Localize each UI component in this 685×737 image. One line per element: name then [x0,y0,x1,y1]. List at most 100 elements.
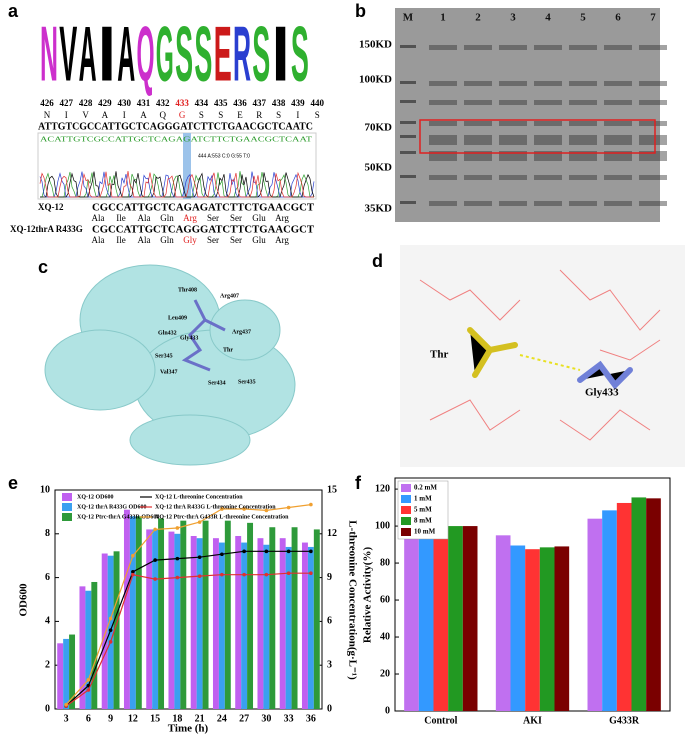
band [604,135,632,145]
point [86,683,91,688]
y2-tick-label: 0 [327,703,332,714]
logo-letter: A [117,10,135,98]
y2-tick-label: 9 [327,572,332,583]
band [604,175,632,180]
y-tick-label: 120 [375,483,390,494]
lane-label: 6 [615,12,621,24]
band [400,45,416,48]
band [429,201,457,206]
y2-tick-label: 6 [327,616,332,627]
band [429,175,457,180]
point [264,572,269,577]
position: 438 [272,98,286,108]
bar [257,538,264,709]
bar [587,518,603,711]
band [429,135,457,145]
y2-tick-label: 12 [327,528,337,539]
point [309,571,313,576]
residue: E [237,110,243,120]
legend-label: XQ-12 thrA R433G OD600 [77,504,147,510]
band [464,175,492,180]
residue-label: Gly433 [180,335,198,341]
bar [158,518,165,709]
band [429,121,457,126]
band [639,175,667,180]
position: 435 [214,98,228,108]
bar [91,581,98,709]
amino-acid: Ser [230,213,242,223]
logo-letter: Q [137,10,155,98]
logo-letter: S [194,10,212,98]
residue: S [315,110,320,120]
bar [218,542,225,709]
lane-label: M [403,12,414,24]
strain-label: XQ-12thrA R433G [10,224,83,234]
residue-label: Thr [223,347,233,353]
lane-label: 2 [475,12,481,24]
point [286,505,291,510]
amino-acid: Ala [92,235,105,245]
bar [525,549,540,711]
band [464,201,492,206]
bar [180,520,187,709]
point [220,507,224,511]
band [569,151,597,161]
legend-swatch [62,513,72,521]
bar [202,520,209,709]
binding-site [400,245,685,467]
bar [616,502,632,711]
band [464,151,492,161]
logo-letter: S [252,10,270,98]
band [639,151,667,161]
dna-reference: ATTGTCGCCATTGCTCAGGGATCTTCTGAACGCTCAATC [38,121,313,132]
legend-label: 0.2 mM [414,484,437,492]
band [569,135,597,145]
residue: V [82,110,89,120]
amino-acid: Ser [207,213,219,223]
y-tick-label: 0 [385,705,390,716]
bar [135,516,142,709]
amino-acid: Ile [116,213,126,223]
bar [510,545,526,711]
lane-label: 4 [545,12,551,24]
point [197,520,202,524]
band [534,121,562,126]
amino-acid: Arg [275,235,289,245]
residue: S [218,110,223,120]
bar [646,498,661,711]
position: 432 [156,98,170,108]
position: 426 [40,98,54,108]
line [65,550,311,707]
legend-swatch [62,503,72,511]
band [604,201,632,206]
point [242,549,246,554]
band [400,175,416,178]
point [175,575,180,580]
residue: A [102,110,109,120]
bar [212,538,219,709]
x-tick-label: 36 [306,713,316,724]
band [499,121,527,126]
ligand-sticks [467,327,633,390]
marker-label: 150KD [359,39,392,51]
logo-letter: V [59,10,77,98]
y-tick-label: 100 [375,520,390,531]
point [220,552,224,557]
point [264,508,269,513]
panel-label: b [355,1,366,21]
bar [241,542,248,709]
trace [39,171,314,198]
y-tick-label: 80 [380,557,390,568]
position: 427 [60,98,74,108]
x-axis-label: Time (h) [168,723,209,735]
bar [57,643,64,709]
bar [285,546,292,709]
bar [631,497,647,711]
band [400,151,416,154]
position: 433 [175,98,189,108]
amino-acid: Gln [160,213,174,223]
band [499,135,527,145]
legend-label: 10 mM [414,528,436,536]
legend-label: 1 mM [414,495,432,503]
